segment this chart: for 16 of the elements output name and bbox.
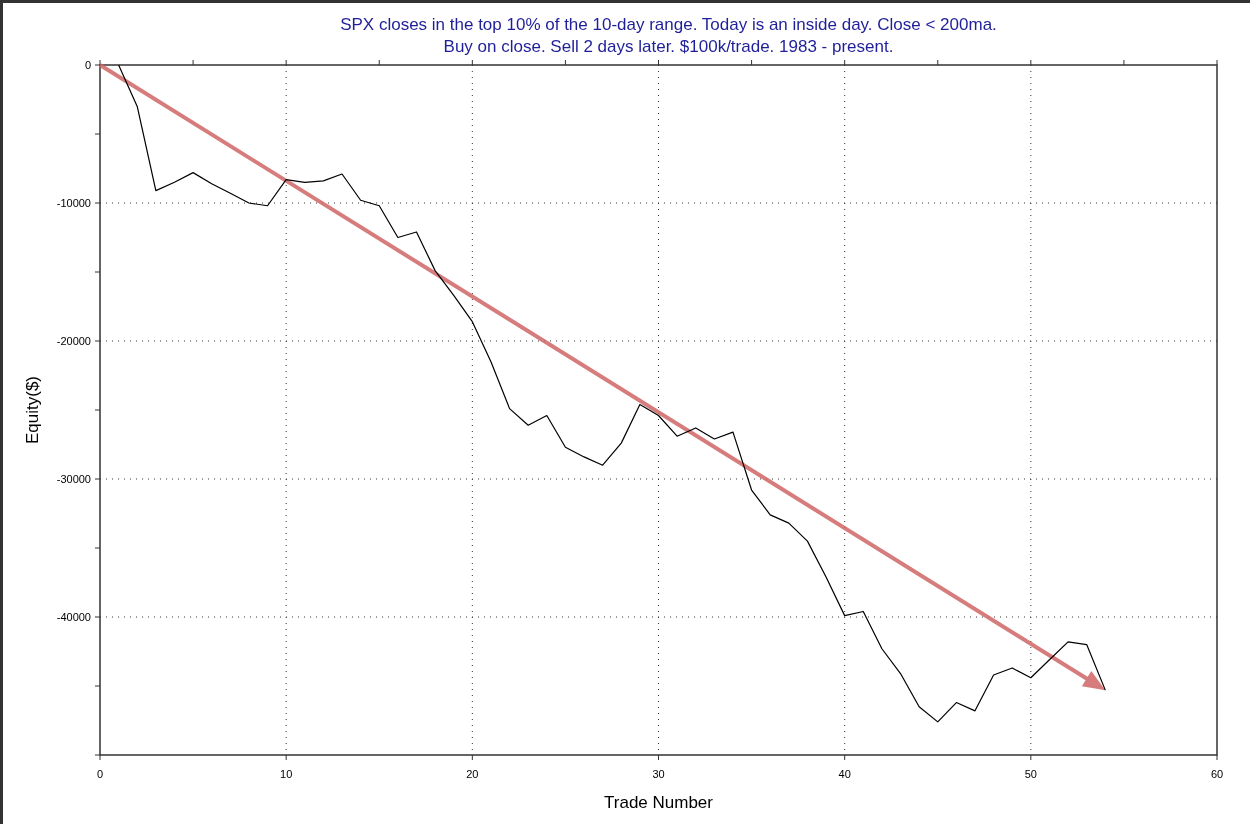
x-tick-label: 40	[838, 768, 851, 780]
x-tick-label: 30	[652, 768, 665, 780]
y-tick-label: 0	[84, 59, 91, 71]
y-tick-label: -20000	[56, 335, 91, 347]
x-axis-title: Trade Number	[604, 793, 714, 812]
x-tick-label: 20	[466, 768, 479, 780]
y-tick-label: -40000	[56, 611, 91, 623]
x-tick-label: 10	[280, 768, 293, 780]
y-tick-label: -10000	[56, 197, 91, 209]
chart-title: SPX closes in the top 10% of the 10-day range. Today is an inside day. Close < 200ma.	[340, 15, 997, 34]
x-tick-label: 50	[1024, 768, 1037, 780]
y-tick-label: -30000	[56, 473, 91, 485]
chart-subtitle: Buy on close. Sell 2 days later. $100k/trade. 1983 - present.	[443, 37, 894, 56]
x-tick-label: 0	[96, 768, 104, 780]
y-axis-title: Equity($)	[23, 375, 42, 445]
x-tick-label: 60	[1210, 768, 1224, 780]
